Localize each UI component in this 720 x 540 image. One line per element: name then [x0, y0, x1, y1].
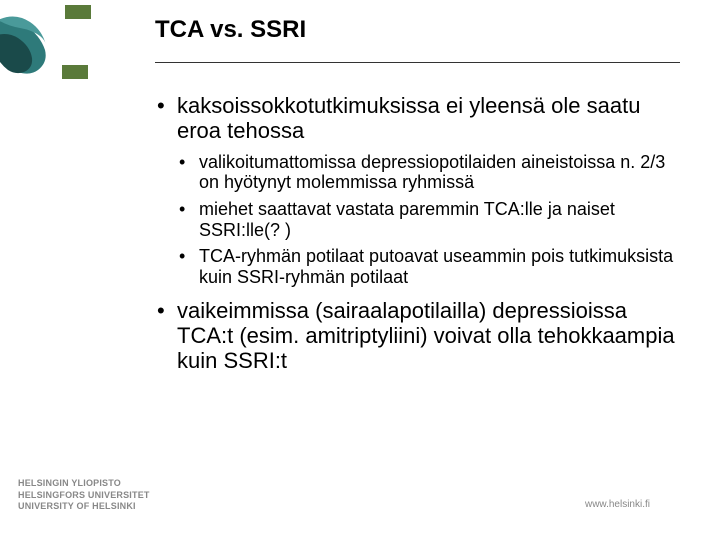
footer-affiliation: HELSINGIN YLIOPISTO HELSINGFORS UNIVERSI…: [18, 478, 150, 512]
slide-title: TCA vs. SSRI: [155, 16, 680, 44]
bullet-text: TCA-ryhmän potilaat putoavat useammin po…: [199, 246, 673, 287]
list-item: valikoitumattomissa depressiopotilaiden …: [177, 152, 680, 193]
flame-icon: [0, 10, 80, 90]
footer-line: HELSINGFORS UNIVERSITET: [18, 490, 150, 501]
list-item: vaikeimmissa (sairaalapotilailla) depres…: [155, 298, 680, 374]
bullet-list: kaksoissokkotutkimuksissa ei yleensä ole…: [155, 93, 680, 374]
list-item: TCA-ryhmän potilaat putoavat useammin po…: [177, 246, 680, 287]
bullet-text: kaksoissokkotutkimuksissa ei yleensä ole…: [177, 93, 640, 143]
list-item: miehet saattavat vastata paremmin TCA:ll…: [177, 199, 680, 240]
sub-bullet-list: valikoitumattomissa depressiopotilaiden …: [177, 152, 680, 288]
list-item: kaksoissokkotutkimuksissa ei yleensä ole…: [155, 93, 680, 288]
logo-area: [0, 0, 140, 120]
bullet-text: valikoitumattomissa depressiopotilaiden …: [199, 152, 665, 193]
footer-line: HELSINGIN YLIOPISTO: [18, 478, 150, 489]
bullet-text: vaikeimmissa (sairaalapotilailla) depres…: [177, 298, 675, 374]
bullet-text: miehet saattavat vastata paremmin TCA:ll…: [199, 199, 615, 240]
slide-content: TCA vs. SSRI kaksoissokkotutkimuksissa e…: [155, 16, 680, 384]
title-divider: [155, 62, 680, 63]
footer-line: UNIVERSITY OF HELSINKI: [18, 501, 150, 512]
footer-url: www.helsinki.fi: [585, 499, 650, 510]
